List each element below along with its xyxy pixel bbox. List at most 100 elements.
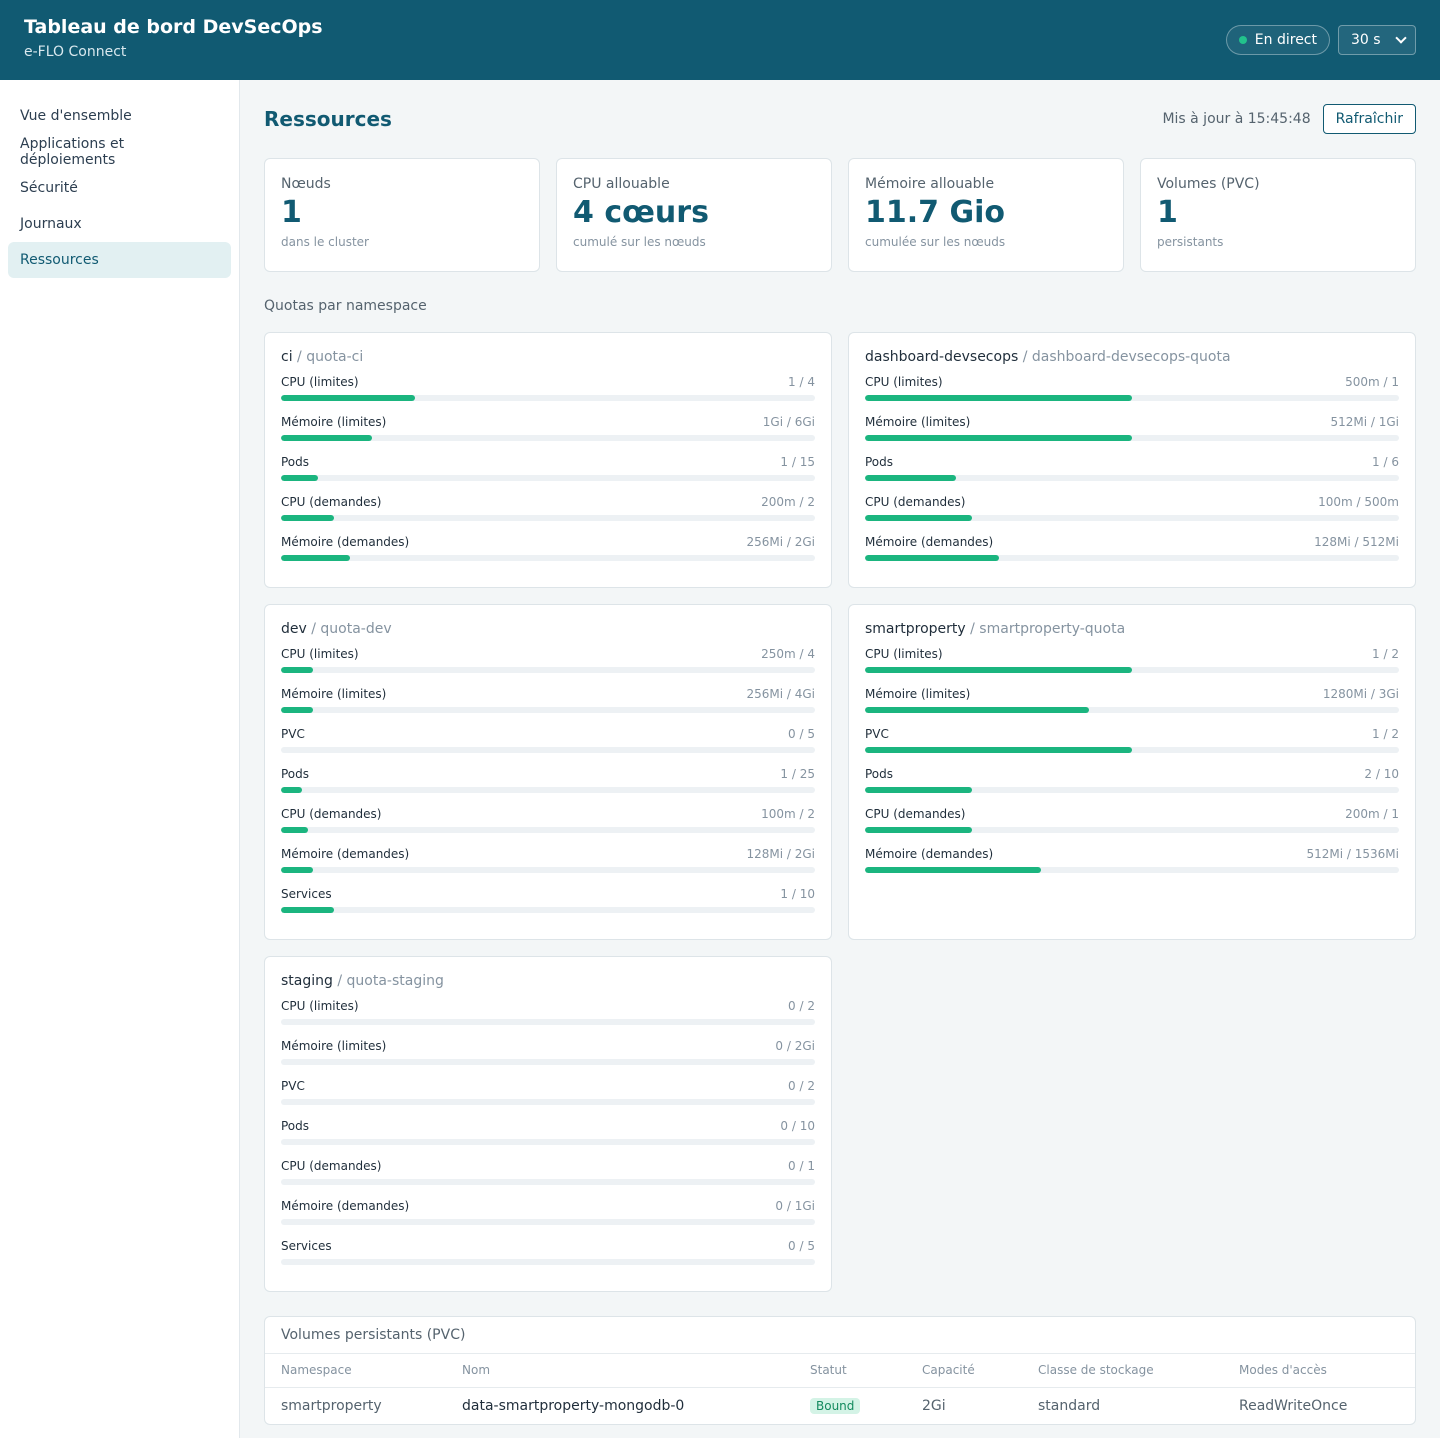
usage-bar-fill [281,667,314,673]
usage-bar-fill [281,867,314,873]
usage-bar-fill [865,667,1132,673]
usage-bar [865,827,1399,833]
quota-row-header: Pods 1 / 25 [281,765,815,783]
quota-label: Pods [865,767,894,781]
quota-value: 0 / 1Gi [775,1199,815,1213]
quota-label: PVC [281,727,305,741]
quota-label: CPU (limites) [865,647,943,661]
column-header: Statut [794,1354,906,1388]
usage-bar [281,1139,815,1145]
quota-value: 1 / 2 [1372,727,1399,741]
quota-row: CPU (limites) 1 / 2 [865,645,1399,685]
quota-row-header: Pods 1 / 15 [281,453,815,471]
quota-row: CPU (demandes) 200m / 2 [281,493,815,533]
usage-bar [281,1219,815,1225]
quota-label: PVC [865,727,889,741]
quota-label: CPU (demandes) [281,1159,382,1173]
quota-row: Mémoire (demandes) 256Mi / 2Gi [281,533,815,573]
usage-bar [281,395,815,401]
usage-bar [281,435,815,441]
sidebar-item-journaux[interactable]: Journaux [20,216,82,232]
quota-value: 0 / 2Gi [775,1039,815,1053]
quota-label: Mémoire (demandes) [281,535,410,549]
column-header: Nom [446,1354,794,1388]
usage-bar [281,475,815,481]
stat-card: Mémoire allouable 11.7 Gio cumulée sur les… [848,158,1124,272]
live-toggle[interactable]: En direct [1225,25,1330,55]
quota-row-header: CPU (limites) 250m / 4 [281,645,815,663]
sidebar-item-securite[interactable]: Sécurité [20,180,78,196]
sidebar-item-applications-et-deploiements[interactable]: Applications et déploiements [20,136,125,168]
quota-row-header: PVC 1 / 2 [865,725,1399,743]
stat-card: CPU allouable 4 cœurs cumulé sur les nœuds [556,158,832,272]
quota-value: 0 / 5 [788,727,815,741]
quota-card-ci: ci / quota-ci CPU (limites) 1 / 4 Mémoire (… [264,332,832,588]
column-header: Namespace [265,1354,446,1388]
usage-bar [281,747,815,753]
usage-bar-fill [865,827,972,833]
stat-value: 1 [281,195,302,230]
quota-value: 1 / 15 [780,455,815,469]
usage-bar-fill [281,395,415,401]
quota-value: 1 / 6 [1372,455,1399,469]
usage-bar-fill [281,827,308,833]
top-bar: Tableau de bord DevSecOps e-FLO Connect … [0,0,1440,80]
usage-bar [865,555,1399,561]
usage-bar [865,515,1399,521]
brand: Tableau de bord DevSecOps e-FLO Connect [24,16,323,60]
quota-value: 128Mi / 512Mi [1314,535,1399,549]
quota-row: CPU (limites) 0 / 2 [281,997,815,1037]
quota-value: 1Gi / 6Gi [762,415,815,429]
quota-value: 0 / 2 [788,999,815,1013]
live-label: En direct [1254,32,1317,48]
quota-row-header: Mémoire (demandes) 128Mi / 2Gi [281,845,815,863]
page-header: Ressources Mis à jour à 15:45:48 Rafraîc… [264,104,1416,134]
quota-name: / quota-ci [297,349,364,365]
usage-bar [865,787,1399,793]
table-row[interactable]: smartproperty data-smartproperty-mongodb-… [265,1387,1415,1424]
usage-bar [865,475,1399,481]
refresh-interval-select[interactable]: 30 s [1338,25,1416,55]
quota-value: 256Mi / 4Gi [746,687,815,701]
quota-card-header: dev / quota-dev [281,621,815,645]
quota-label: Services [281,1239,332,1253]
namespace-name: smartproperty [865,621,966,637]
chevron-down-icon [1395,32,1407,44]
stat-hint: cumulée sur les nœuds [865,235,1006,249]
quota-label: Mémoire (demandes) [281,1199,410,1213]
refresh-button[interactable]: Rafraîchir [1322,104,1416,134]
top-controls: En direct 30 s [1225,25,1416,55]
usage-bar [865,435,1399,441]
quota-label: CPU (limites) [865,375,943,389]
cell-name: data-smartproperty-mongodb-0 [462,1397,685,1414]
quota-grid: ci / quota-ci CPU (limites) 1 / 4 Mémoire (… [264,332,1416,1292]
usage-bar [281,667,815,673]
quota-value: 0 / 2 [788,1079,815,1093]
quota-card-smartproperty: smartproperty / smartproperty-quota CPU (… [848,604,1416,940]
usage-bar [281,1059,815,1065]
stat-value: 4 cœurs [573,195,709,230]
quota-name: / quota-dev [311,621,392,637]
sidebar-item-vue-d-ensemble[interactable]: Vue d'ensemble [20,108,132,124]
usage-bar [865,867,1399,873]
quota-row: PVC 0 / 5 [281,725,815,765]
usage-bar-fill [865,395,1132,401]
quota-label: Mémoire (limites) [281,415,387,429]
usage-bar [281,1019,815,1025]
usage-bar [281,827,815,833]
usage-bar [865,667,1399,673]
quota-row: Mémoire (limites) 256Mi / 4Gi [281,685,815,725]
sidebar-item-ressources[interactable]: Ressources [8,242,231,278]
quota-row-header: CPU (demandes) 200m / 2 [281,493,815,511]
usage-bar [281,907,815,913]
stats-row: Nœuds 1 dans le cluster CPU allouable 4 cœur… [264,158,1416,272]
quota-label: Mémoire (limites) [865,415,971,429]
quota-value: 128Mi / 2Gi [746,847,815,861]
pvc-table-title: Volumes persistants (PVC) [265,1317,1415,1354]
stat-label: Nœuds [281,176,331,192]
quota-row: Mémoire (limites) 1Gi / 6Gi [281,413,815,453]
quota-row-header: Pods 0 / 10 [281,1117,815,1135]
quota-label: CPU (demandes) [865,495,966,509]
usage-bar-fill [865,787,972,793]
quota-card-header: staging / quota-staging [281,973,815,997]
